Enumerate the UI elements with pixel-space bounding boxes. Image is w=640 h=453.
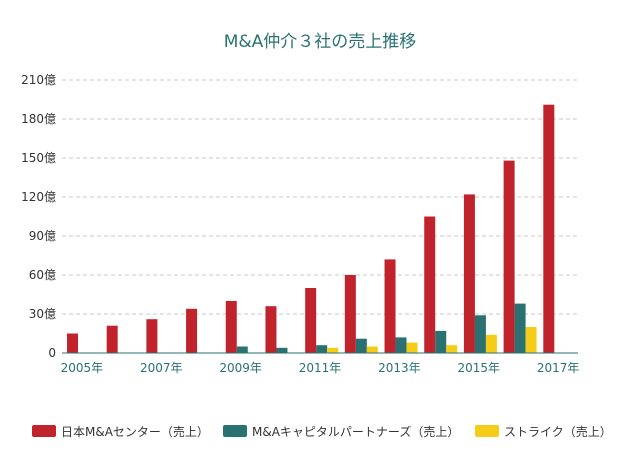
bar-2014年-series-2	[446, 345, 458, 353]
legend-swatch	[223, 425, 247, 437]
y-tick-label: 90億	[29, 229, 56, 243]
bar-2013年-series-0	[384, 259, 396, 353]
y-tick-label: 120億	[21, 190, 56, 204]
x-tick-label: 2009年	[219, 361, 262, 375]
bar-2016年-series-2	[525, 327, 537, 353]
grid	[62, 79, 578, 315]
legend-item-0[interactable]: 日本M&Aセンター（売上）	[32, 424, 209, 439]
y-tick-label: 180億	[21, 112, 56, 126]
legend[interactable]: 日本M&Aセンター（売上） M&Aキャピタルパートナーズ（売上） ストライク（売上）	[32, 424, 612, 439]
y-tick-label: 0	[48, 346, 56, 360]
legend-label: M&Aキャピタルパートナーズ（売上）	[252, 424, 459, 439]
bar-2015年-series-1	[474, 315, 486, 353]
bar-2012年-series-1	[355, 338, 367, 353]
legend-item-1[interactable]: M&Aキャピタルパートナーズ（売上）	[223, 424, 459, 439]
x-tick-label: 2013年	[378, 361, 421, 375]
bar-2005年-series-0	[67, 333, 78, 353]
bar-2012年-series-2	[366, 346, 378, 353]
bar-2011年-series-0	[305, 288, 317, 353]
y-tick-label: 60億	[29, 268, 56, 282]
y-tick-label: 30億	[29, 307, 56, 321]
bar-2013年-series-1	[395, 337, 407, 353]
bar-2007年-series-0	[146, 319, 158, 353]
legend-swatch	[32, 425, 56, 437]
y-tick-label: 210億	[21, 73, 56, 87]
x-tick-label: 2005年	[61, 361, 104, 375]
bars	[67, 104, 555, 353]
bar-2016年-series-1	[514, 303, 526, 353]
legend-label: ストライク（売上）	[504, 424, 612, 439]
x-tick-label: 2015年	[457, 361, 500, 375]
bar-2016年-series-0	[503, 160, 515, 353]
bar-2011年-series-2	[327, 347, 339, 353]
bar-2010年-series-1	[276, 347, 288, 353]
x-tick-label: 2007年	[140, 361, 183, 375]
bar-2010年-series-0	[265, 306, 277, 353]
bar-2015年-series-2	[485, 334, 497, 353]
legend-swatch	[475, 425, 499, 437]
y-tick-label: 150億	[21, 151, 56, 165]
bar-2006年-series-0	[106, 325, 118, 353]
bar-2013年-series-2	[406, 342, 418, 353]
chart-title: M&A仲介３社の売上推移	[224, 32, 417, 52]
bar-2011年-series-1	[316, 345, 328, 353]
bar-2012年-series-0	[344, 275, 356, 353]
x-tick-label: 2017年	[537, 361, 580, 375]
legend-item-2[interactable]: ストライク（売上）	[475, 424, 612, 439]
legend-label: 日本M&Aセンター（売上）	[61, 424, 209, 439]
bar-2014年-series-0	[424, 216, 436, 353]
bar-2008年-series-0	[186, 308, 198, 353]
y-axis: 0 30億 60億 90億 120億 150億 180億 210億	[21, 73, 56, 360]
bar-2017年-series-0	[543, 104, 555, 353]
x-tick-label: 2011年	[299, 361, 342, 375]
bar-2009年-series-0	[225, 301, 237, 353]
bar-2009年-series-1	[236, 346, 248, 353]
bar-2015年-series-0	[463, 194, 475, 353]
bar-2014年-series-1	[435, 330, 447, 353]
x-axis: 2005年 2007年 2009年 2011年 2013年 2015年 2017年	[61, 361, 580, 375]
